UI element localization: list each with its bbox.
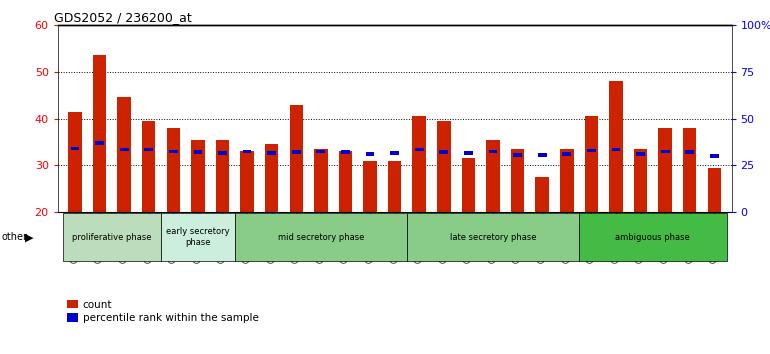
Text: late secretory phase: late secretory phase [450,233,536,242]
Bar [120,148,129,152]
Bar [169,149,178,153]
Bar [636,152,645,156]
Bar [511,149,524,212]
Bar [587,149,596,152]
FancyBboxPatch shape [62,213,161,261]
Bar [661,149,669,153]
Bar [290,104,303,212]
FancyBboxPatch shape [407,213,579,261]
Bar [142,121,156,212]
Bar [166,128,180,212]
Bar [560,149,574,212]
Text: ambiguous phase: ambiguous phase [615,233,690,242]
Bar [609,81,623,212]
Bar [69,112,82,212]
Bar [216,140,229,212]
Bar [537,153,547,157]
Bar [710,154,718,158]
FancyBboxPatch shape [235,213,407,261]
Bar [363,161,377,212]
Bar [243,149,252,153]
Bar [440,150,448,154]
Bar [437,121,450,212]
Bar [240,152,254,212]
Bar [292,150,300,154]
Bar [489,149,497,153]
Text: GDS2052 / 236200_at: GDS2052 / 236200_at [55,11,192,24]
Bar [341,150,350,154]
Bar [191,140,205,212]
Bar [413,116,426,212]
Text: proliferative phase: proliferative phase [72,233,152,242]
Bar [685,150,694,154]
FancyBboxPatch shape [161,213,235,261]
Bar [513,153,522,157]
Bar [462,159,475,212]
Bar [95,141,104,145]
Bar [267,152,276,155]
Bar [535,177,549,212]
Text: early secretory
phase: early secretory phase [166,228,229,247]
Bar [117,97,131,212]
Bar [634,149,648,212]
Text: other: other [2,232,28,242]
Bar [415,148,424,152]
Bar [93,55,106,212]
Bar [71,147,79,150]
Bar [390,152,399,155]
Bar [265,144,279,212]
Bar [611,148,621,152]
Bar [562,152,571,156]
Bar [218,152,227,155]
Legend: count, percentile rank within the sample: count, percentile rank within the sample [63,296,263,327]
Bar [144,148,153,152]
Bar [584,116,598,212]
Text: ▶: ▶ [25,233,34,243]
Bar [366,152,374,156]
Bar [464,152,473,155]
Bar [486,140,500,212]
Bar [316,149,325,153]
Bar [193,150,203,154]
Bar [388,161,401,212]
Bar [314,149,327,212]
Text: mid secretory phase: mid secretory phase [278,233,364,242]
Bar [339,152,352,212]
Bar [683,128,696,212]
Bar [708,168,721,212]
FancyBboxPatch shape [579,213,727,261]
Bar [658,128,672,212]
